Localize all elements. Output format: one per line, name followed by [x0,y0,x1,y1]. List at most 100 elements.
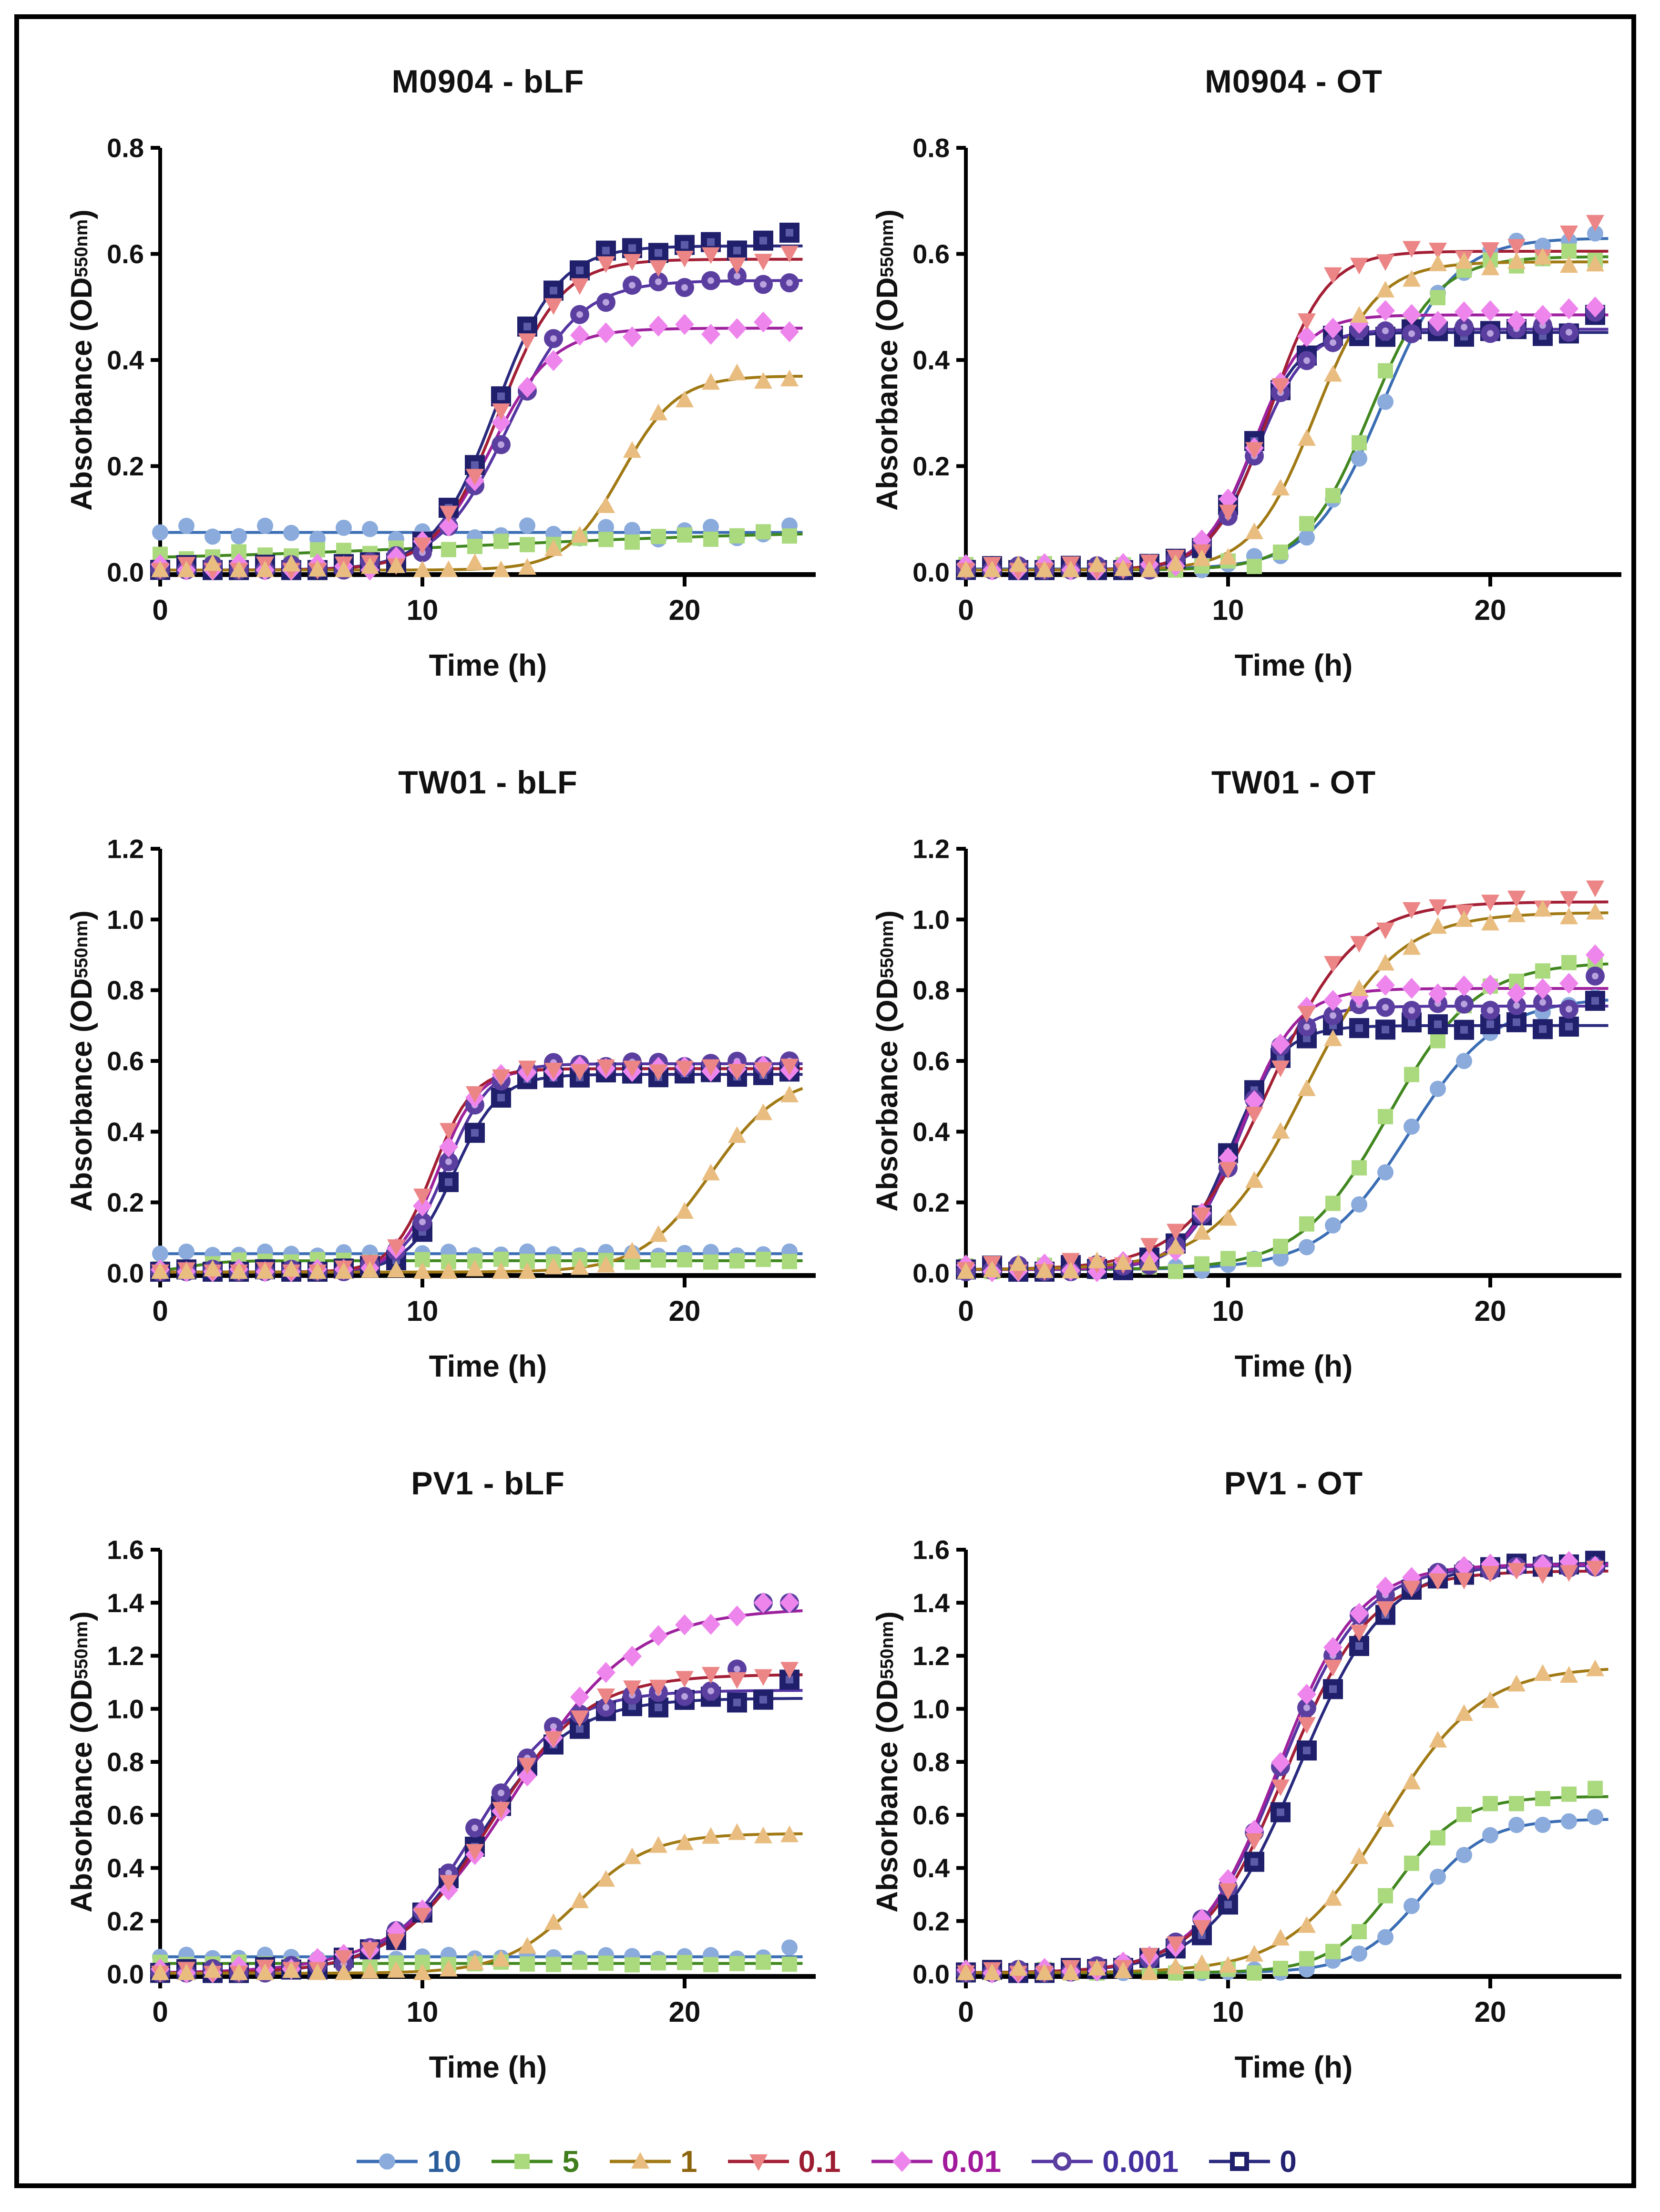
legend-label: 0 [1280,2144,1297,2179]
x-axis-label: Time (h) [429,1349,547,1383]
svg-text:20: 20 [669,594,701,626]
chart-title: TW01 - OT [1211,764,1376,801]
svg-text:0.4: 0.4 [912,345,950,375]
legend-label: 0.01 [942,2144,1002,2179]
series-markers-5 [958,243,1603,578]
x-axis-label: Time (h) [429,2050,547,2084]
svg-text:0.2: 0.2 [912,1187,950,1217]
svg-text:0.4: 0.4 [107,345,144,375]
svg-text:0.2: 0.2 [912,451,950,481]
svg-text:1.4: 1.4 [912,1588,950,1618]
svg-text:0.6: 0.6 [912,1046,950,1076]
svg-text:0.2: 0.2 [107,1187,144,1217]
svg-text:0.8: 0.8 [107,1747,144,1777]
svg-text:0.8: 0.8 [107,975,144,1005]
svg-text:0.8: 0.8 [912,975,950,1005]
svg-text:0.0: 0.0 [107,557,144,587]
svg-text:0: 0 [958,1295,973,1327]
chart-title: PV1 - OT [1224,1465,1363,1502]
svg-text:0.2: 0.2 [107,451,144,481]
svg-text:20: 20 [669,1996,701,2028]
svg-text:0: 0 [152,1996,168,2028]
svg-text:1.2: 1.2 [912,834,950,864]
series-markers-1 [957,247,1604,577]
plot-area: 0.0 0.2 0.4 0.6 0.8 0 10 20 [31,38,823,725]
chart-pv1-ot: PV1 - OT Absorbance (OD 550nm) 0.0 0.2 0.4 0… [837,1440,1629,2127]
legend-entry-10: 10 [354,2142,461,2181]
svg-text:1.0: 1.0 [107,1694,144,1724]
chart-canvas-1: 0.0 0.2 0.4 0.6 0.8 0 10 20 [912,133,1621,626]
x-axis-label: Time (h) [1234,1349,1353,1383]
svg-text:1.6: 1.6 [107,1535,144,1565]
chart-canvas-4: 0.0 0.2 0.4 0.6 0.8 1.0 1.2 1.4 1.6 0 10 20 [107,1535,816,2028]
chart-pv1-blf: PV1 - bLF Absorbance (OD 550nm) 0.0 0.2 0.4… [31,1440,823,2127]
legend-marker-0-icon [1209,2152,1271,2171]
svg-text:1.0: 1.0 [912,1694,950,1724]
series-markers-0.001 [151,1593,799,1983]
svg-text:0.6: 0.6 [107,1046,144,1076]
charts-grid: M0904 - bLF Absorbance (OD 550nm) 0.0 0.2 0… [19,19,1631,2127]
series-markers-1 [151,1823,799,1980]
series-line-10 [966,237,1609,571]
series-markers-0 [150,223,799,580]
series-line-0.01 [160,1609,803,1974]
series-markers-0.1 [151,1059,799,1282]
svg-text:10: 10 [407,1996,439,2028]
svg-text:0.2: 0.2 [912,1906,950,1936]
svg-text:20: 20 [1475,594,1506,626]
svg-text:1.0: 1.0 [912,905,950,935]
svg-text:10: 10 [1212,1996,1244,2028]
legend-marker-5-icon [492,2154,553,2169]
svg-text:0.8: 0.8 [912,1747,950,1777]
chart-canvas-3: 0.0 0.2 0.4 0.6 0.8 1.0 1.2 0 10 20 [912,834,1621,1327]
legend-label: 1 [680,2144,697,2179]
series-line-10 [966,1818,1609,1975]
series-markers-0.1 [151,1662,799,1983]
svg-text:0.0: 0.0 [912,1959,950,1989]
series-line-0.1 [966,249,1609,572]
legend-entry-0.001: 0.001 [1029,2142,1178,2181]
series-line-0.01 [966,313,1609,572]
svg-text:1.2: 1.2 [912,1641,950,1671]
chart-m0904-blf: M0904 - bLF Absorbance (OD 550nm) 0.0 0.2 0… [31,38,823,725]
svg-text:0: 0 [958,1996,973,2028]
series-markers-1 [151,363,799,577]
x-axis-label: Time (h) [1234,2050,1353,2084]
series-line-5 [966,255,1609,572]
chart-m0904-ot: M0904 - OT Absorbance (OD 550nm) 0.0 0.2 0.… [837,38,1629,725]
series-markers-1 [151,1085,799,1279]
chart-canvas-0: 0.0 0.2 0.4 0.6 0.8 0 10 20 [107,133,816,626]
chart-tw01-blf: TW01 - bLF Absorbance (OD 550nm) 0.0 0.2 0.… [31,739,823,1426]
plot-area: 0.0 0.2 0.4 0.6 0.8 1.0 1.2 1.4 1.6 0 10 20 [837,1440,1629,2127]
svg-text:0.6: 0.6 [912,1800,950,1830]
legend-entry-0: 0 [1206,2142,1297,2181]
svg-text:1.2: 1.2 [107,1641,144,1671]
svg-text:0.0: 0.0 [912,1258,950,1288]
chart-title: M0904 - bLF [391,63,584,100]
svg-text:0.6: 0.6 [912,239,950,269]
legend-label: 10 [427,2144,461,2179]
svg-text:0: 0 [958,594,973,626]
plot-area: 0.0 0.2 0.4 0.6 0.8 1.0 1.2 1.4 1.6 0 10 20 [31,1440,823,2127]
series-markers-0.1 [957,880,1604,1282]
svg-text:0.4: 0.4 [912,1117,950,1147]
svg-text:0.4: 0.4 [107,1117,144,1147]
svg-text:1.2: 1.2 [107,834,144,864]
legend-marker-0.1-icon [728,2154,789,2171]
x-axis-label: Time (h) [1234,648,1353,682]
legend-marker-10-icon [357,2153,418,2170]
legend-label: 0.001 [1102,2144,1179,2179]
svg-text:1.4: 1.4 [107,1588,144,1618]
svg-text:10: 10 [407,594,439,626]
legend-marker-0.001-icon [1032,2152,1093,2171]
legend-entry-1: 1 [607,2142,697,2181]
chart-title: M0904 - OT [1205,63,1383,100]
legend-entry-0.1: 0.1 [725,2142,841,2181]
plot-area: 0.0 0.2 0.4 0.6 0.8 1.0 1.2 0 10 20 [837,739,1629,1426]
series-markers-1 [957,900,1604,1279]
svg-text:10: 10 [1212,1295,1244,1327]
svg-text:0.4: 0.4 [107,1853,144,1883]
svg-text:1.0: 1.0 [107,905,144,935]
legend: 10 5 1 0.1 0.01 0.001 0 [19,2135,1631,2183]
series-markers-0.001 [956,302,1605,580]
